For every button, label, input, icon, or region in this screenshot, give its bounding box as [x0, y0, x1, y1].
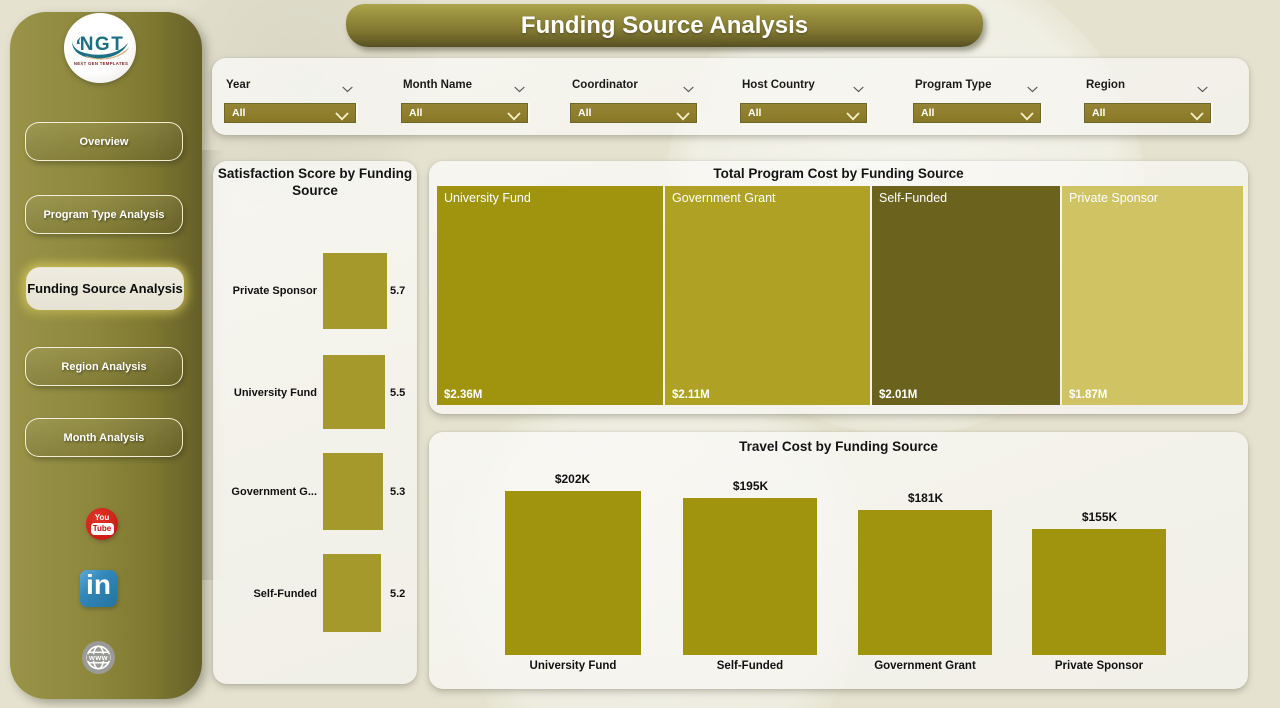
svg-text:NGT: NGT: [80, 34, 125, 55]
svg-text:NEXT GEN TEMPLATES: NEXT GEN TEMPLATES: [74, 61, 128, 66]
svg-text:www: www: [88, 653, 108, 662]
